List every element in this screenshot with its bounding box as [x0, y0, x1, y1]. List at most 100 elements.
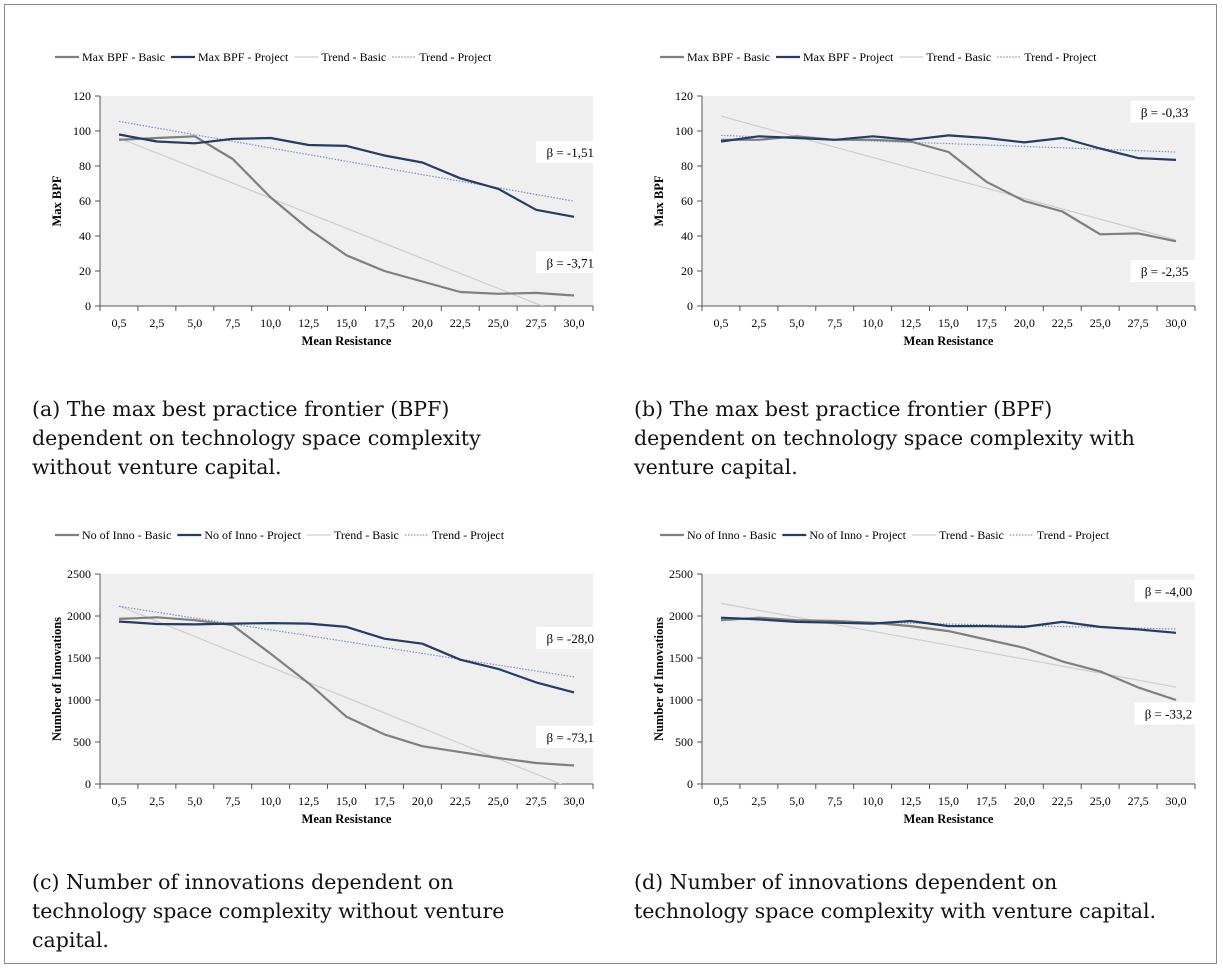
x-tick-label: 2,5 — [149, 316, 164, 330]
x-tick-label: 10,0 — [862, 794, 883, 808]
y-tick-label: 2500 — [669, 567, 693, 581]
annotation-box — [536, 141, 605, 163]
plot-area — [100, 574, 593, 784]
legend-label: No of Inno - Basic — [687, 528, 776, 542]
series-line-1 — [720, 616, 1177, 634]
legend-label: Max BPF - Project — [803, 50, 894, 64]
x-tick-label: 15,0 — [938, 316, 959, 330]
x-tick-label: 5,0 — [187, 316, 202, 330]
y-tick-label: 100 — [675, 124, 693, 138]
x-tick-label: 17,5 — [374, 316, 395, 330]
annotation-box — [536, 251, 605, 274]
legend-label: Trend - Project — [432, 528, 505, 542]
series-line-1 — [118, 133, 575, 218]
y-tick-label: 20 — [681, 264, 693, 278]
x-tick-label: 20,0 — [412, 316, 433, 330]
x-axis-title: Mean Resistance — [904, 812, 994, 826]
x-tick-label: 7,5 — [225, 316, 240, 330]
annotation-box — [1134, 702, 1203, 725]
chart-b: 0 20 40 60 80 100 120 0,5 2,5 5,0 7,5 10,0 12,5 15,0 1… — [652, 50, 1199, 348]
x-tick-label: 5,0 — [789, 316, 804, 330]
y-tick-label: 60 — [681, 194, 693, 208]
x-tick-label: 12,5 — [298, 794, 319, 808]
annotation-box — [1130, 260, 1199, 282]
legend-label: Trend - Project — [419, 50, 492, 64]
series-line-2 — [118, 137, 544, 306]
y-tick-label: 80 — [79, 159, 91, 173]
series-line-0 — [118, 616, 575, 767]
x-tick-label: 10,0 — [862, 316, 883, 330]
caption-d: (d) Number of innovations dependent on t… — [634, 870, 1157, 923]
x-axis-title: Mean Resistance — [302, 812, 392, 826]
series-line-0 — [721, 135, 1177, 243]
x-tick-label: 17,5 — [976, 794, 997, 808]
annotation-label: β = -4,00 — [1145, 584, 1193, 599]
y-tick-label: 2500 — [67, 567, 91, 581]
y-tick-label: 40 — [681, 229, 693, 243]
caption-c: (c) Number of innovations dependent on t… — [32, 870, 505, 952]
x-tick-label: 12,5 — [900, 794, 921, 808]
legend-label: Trend - Project — [1024, 50, 1097, 64]
x-tick-label: 15,0 — [336, 794, 357, 808]
annotation-box — [536, 725, 605, 748]
y-tick-label: 120 — [73, 89, 91, 103]
series-line-1 — [118, 620, 575, 694]
x-tick-label: 15,0 — [938, 794, 959, 808]
x-tick-label: 2,5 — [149, 794, 164, 808]
x-tick-label: 30,0 — [564, 316, 585, 330]
x-tick-label: 5,0 — [789, 794, 804, 808]
y-tick-label: 0 — [85, 299, 91, 313]
x-tick-label: 25,0 — [1090, 794, 1111, 808]
x-tick-label: 17,5 — [374, 794, 395, 808]
x-tick-label: 25,0 — [488, 794, 509, 808]
annotation-label: β = -28,0 — [546, 631, 594, 646]
plot-area — [100, 96, 593, 306]
figure-frame — [4, 4, 1217, 964]
legend-label: Max BPF - Project — [198, 50, 289, 64]
x-tick-label: 22,5 — [450, 794, 471, 808]
y-tick-label: 80 — [681, 159, 693, 173]
x-tick-label: 12,5 — [298, 316, 319, 330]
legend-label: Max BPF - Basic — [82, 50, 165, 64]
y-axis-title: Max BPF — [50, 175, 64, 226]
x-tick-label: 5,0 — [187, 794, 202, 808]
x-tick-label: 30,0 — [1166, 794, 1187, 808]
x-tick-label: 22,5 — [1052, 316, 1073, 330]
x-tick-label: 27,5 — [1128, 316, 1149, 330]
x-axis-title: Mean Resistance — [302, 334, 392, 348]
annotation-box — [1134, 579, 1203, 602]
legend-label: No of Inno - Project — [204, 528, 301, 542]
x-tick-label: 20,0 — [412, 794, 433, 808]
x-tick-label: 20,0 — [1014, 794, 1035, 808]
y-tick-label: 2000 — [669, 609, 693, 623]
annotation-label: β = -73,1 — [546, 730, 594, 745]
y-axis-title: Number of Innovations — [50, 617, 64, 741]
y-axis-title: Max BPF — [652, 175, 666, 226]
plot-area — [702, 574, 1195, 784]
y-tick-label: 20 — [79, 264, 91, 278]
x-tick-label: 30,0 — [1166, 316, 1187, 330]
x-tick-label: 2,5 — [751, 316, 766, 330]
y-axis-title: Number of Innovations — [652, 617, 666, 741]
legend-label: Trend - Project — [1037, 528, 1110, 542]
x-tick-label: 0,5 — [713, 316, 728, 330]
x-tick-label: 25,0 — [1090, 316, 1111, 330]
x-tick-label: 7,5 — [827, 794, 842, 808]
x-tick-label: 7,5 — [827, 316, 842, 330]
series-line-2 — [720, 602, 1177, 688]
y-tick-label: 1000 — [67, 693, 91, 707]
plot-area — [702, 96, 1195, 306]
y-tick-label: 1500 — [669, 651, 693, 665]
legend-label: No of Inno - Basic — [82, 528, 171, 542]
annotation-label: β = -2,35 — [1141, 264, 1189, 279]
x-tick-label: 30,0 — [564, 794, 585, 808]
legend-label: Max BPF - Basic — [687, 50, 770, 64]
caption-b: (b) The max best practice frontier (BPF)… — [634, 397, 1135, 479]
annotation-label: β = -33,2 — [1145, 706, 1193, 721]
series-line-1 — [720, 134, 1177, 161]
y-tick-label: 100 — [73, 124, 91, 138]
legend-label: Trend - Basic — [334, 528, 399, 542]
x-tick-label: 2,5 — [751, 794, 766, 808]
x-tick-label: 27,5 — [526, 794, 547, 808]
series-line-0 — [118, 135, 575, 297]
